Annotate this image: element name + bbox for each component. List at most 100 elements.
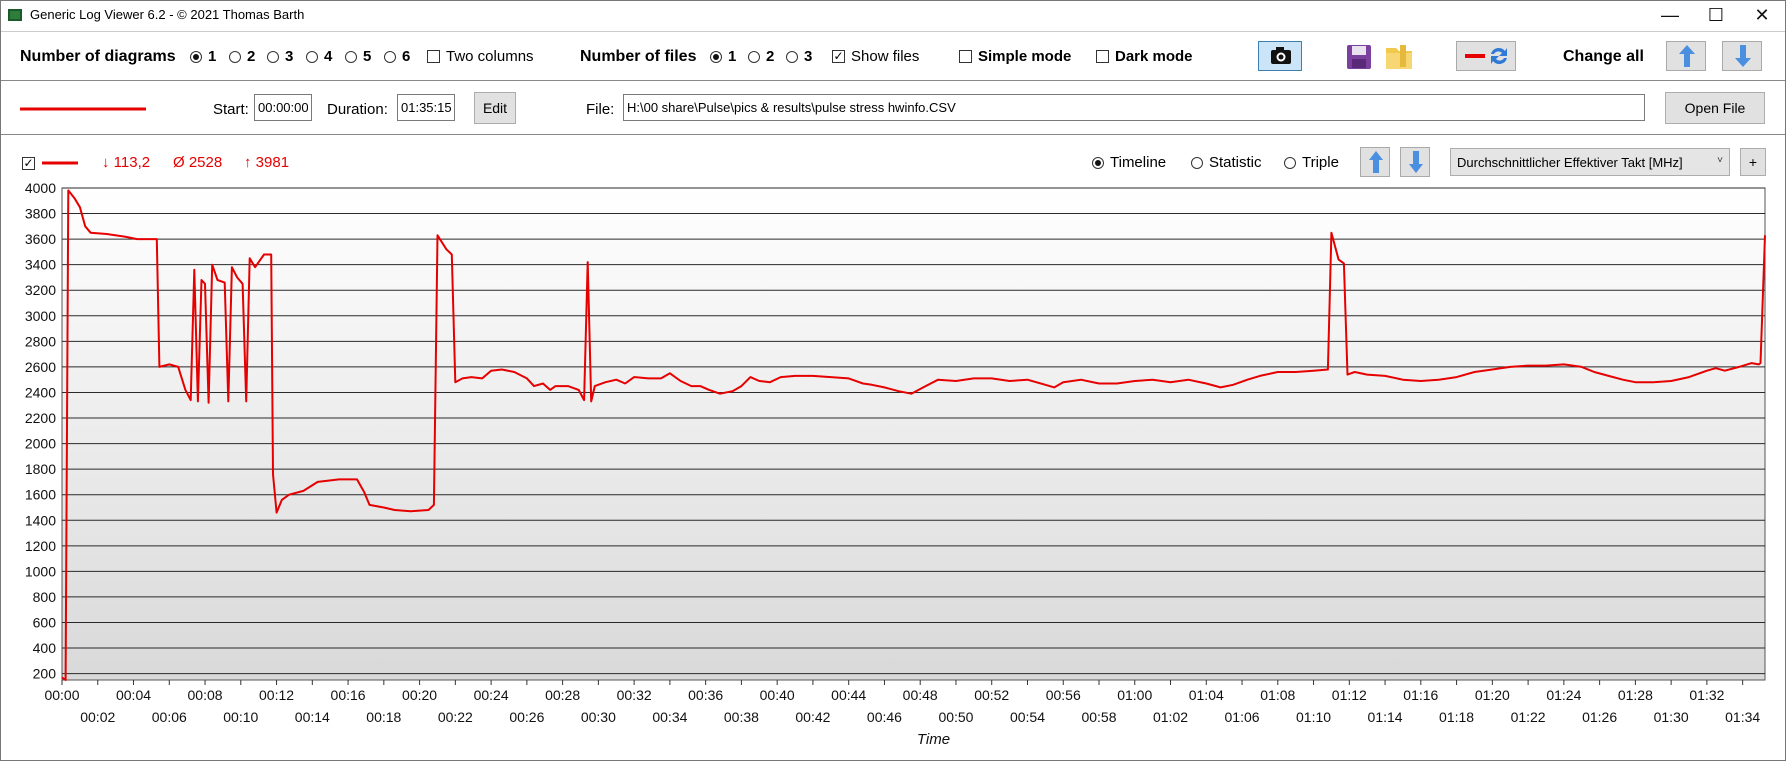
change-color-button[interactable]	[1456, 41, 1516, 71]
x-tick-label: 01:22	[1511, 709, 1546, 725]
num-files-label: Number of files	[580, 48, 697, 65]
start-input[interactable]	[254, 94, 312, 121]
x-tick-label: 00:06	[152, 709, 187, 725]
maximize-button[interactable]: ☐	[1707, 5, 1725, 25]
x-tick-label: 01:08	[1260, 687, 1295, 703]
save-icon[interactable]	[1345, 43, 1373, 76]
camera-icon	[1271, 47, 1291, 64]
file-option-1[interactable]: 1	[710, 48, 736, 65]
x-tick-label: 01:20	[1475, 687, 1510, 703]
mode-timeline[interactable]: Timeline	[1092, 154, 1166, 171]
diagram-option-6[interactable]: 6	[384, 48, 410, 65]
y-tick-label: 1000	[25, 563, 56, 579]
x-tick-label: 01:10	[1296, 709, 1331, 725]
show-files-checkbox[interactable]: ✓ Show files	[832, 48, 920, 65]
edit-button[interactable]: Edit	[474, 92, 516, 124]
diagram-header: ✓ ↓ 113,2 Ø 2528 ↑ 3981 Timeline Statist…	[0, 136, 1786, 186]
mode-statistic[interactable]: Statistic	[1191, 154, 1262, 171]
minimize-button[interactable]: —	[1661, 5, 1679, 25]
folder-icon[interactable]	[1384, 43, 1414, 76]
x-tick-label: 01:02	[1153, 709, 1188, 725]
refresh-color-icon	[1465, 47, 1507, 65]
x-tick-label: 00:58	[1081, 709, 1116, 725]
x-tick-label: 01:28	[1618, 687, 1653, 703]
stat-avg: Ø 2528	[173, 154, 223, 171]
x-tick-label: 00:30	[581, 709, 616, 725]
x-tick-label: 01:30	[1654, 709, 1689, 725]
radio-icon	[1191, 156, 1203, 169]
radio-icon	[267, 50, 279, 63]
y-tick-label: 3200	[25, 282, 56, 298]
x-tick-label: 00:24	[474, 687, 509, 703]
x-tick-label: 01:32	[1689, 687, 1724, 703]
close-button[interactable]: ✕	[1754, 5, 1770, 25]
y-tick-label: 1800	[25, 461, 56, 477]
radio-icon	[1092, 156, 1104, 169]
app-icon	[8, 9, 22, 21]
file-option-3[interactable]: 3	[786, 48, 812, 65]
file-option-2[interactable]: 2	[748, 48, 774, 65]
dark-mode-checkbox[interactable]: Dark mode	[1096, 48, 1193, 65]
diagram-option-4[interactable]: 4	[306, 48, 332, 65]
x-tick-label: 00:18	[366, 709, 401, 725]
main-toolbar: Number of diagrams 1 2 3 4 5 6 Two colum…	[0, 31, 1786, 81]
stat-min: ↓ 113,2	[102, 154, 151, 171]
diagram-option-1[interactable]: 1	[190, 48, 216, 65]
move-up-button[interactable]	[1360, 147, 1390, 177]
move-down-button[interactable]	[1400, 147, 1430, 177]
start-label: Start:	[213, 101, 249, 118]
x-tick-label: 00:28	[545, 687, 580, 703]
x-tick-label: 00:16	[331, 687, 366, 703]
x-tick-label: 00:00	[44, 687, 79, 703]
x-tick-label: 01:14	[1368, 709, 1403, 725]
x-tick-label: 01:34	[1725, 709, 1760, 725]
x-tick-label: 01:26	[1582, 709, 1617, 725]
add-series-button[interactable]: +	[1740, 148, 1766, 176]
move-down-all-button[interactable]	[1722, 41, 1762, 71]
series-visible-checkbox[interactable]: ✓	[22, 154, 41, 172]
title-bar: Generic Log Viewer 6.2 - © 2021 Thomas B…	[0, 0, 1786, 31]
open-file-button[interactable]: Open File	[1665, 92, 1765, 124]
x-tick-label: 00:22	[438, 709, 473, 725]
x-tick-label: 00:50	[938, 709, 973, 725]
sensor-select-value: Durchschnittlicher Effektiver Takt [MHz]	[1457, 155, 1683, 170]
x-axis-label: Time	[917, 731, 950, 748]
x-tick-label: 00:08	[188, 687, 223, 703]
y-tick-label: 3400	[25, 257, 56, 273]
file-path-input[interactable]	[623, 94, 1645, 121]
x-tick-label: 00:32	[617, 687, 652, 703]
radio-icon	[229, 50, 241, 63]
duration-input[interactable]	[397, 94, 455, 121]
radio-icon	[345, 50, 357, 63]
radio-icon	[748, 50, 760, 63]
y-tick-label: 200	[33, 666, 57, 682]
diagram-option-2[interactable]: 2	[229, 48, 255, 65]
diagram-option-3[interactable]: 3	[267, 48, 293, 65]
two-columns-checkbox[interactable]: Two columns	[427, 48, 534, 65]
screenshot-button[interactable]	[1258, 41, 1302, 71]
x-tick-label: 01:18	[1439, 709, 1474, 725]
y-tick-label: 3600	[25, 231, 56, 247]
timeline-chart[interactable]: 200 400 600 800 1000 1200 1400 1600 1800 2000 2200…	[0, 182, 1786, 758]
y-tick-label: 1400	[25, 512, 56, 528]
move-up-all-button[interactable]	[1666, 41, 1706, 71]
y-tick-label: 1200	[25, 538, 56, 554]
radio-icon	[710, 50, 722, 63]
checkbox-icon	[427, 50, 440, 63]
series-line-sample	[20, 107, 146, 111]
checkbox-icon	[1096, 50, 1109, 63]
diagram-option-5[interactable]: 5	[345, 48, 371, 65]
x-tick-label: 01:16	[1403, 687, 1438, 703]
sensor-select[interactable]: Durchschnittlicher Effektiver Takt [MHz]…	[1450, 148, 1730, 176]
radio-icon	[190, 50, 202, 63]
stat-max: ↑ 3981	[244, 154, 290, 171]
x-tick-label: 00:40	[760, 687, 795, 703]
y-tick-label: 2800	[25, 333, 56, 349]
radio-icon	[384, 50, 396, 63]
simple-mode-checkbox[interactable]: Simple mode	[959, 48, 1071, 65]
series-line-sample	[42, 161, 78, 165]
x-tick-label: 00:36	[688, 687, 723, 703]
radio-icon	[786, 50, 798, 63]
mode-triple[interactable]: Triple	[1284, 154, 1339, 171]
radio-icon	[306, 50, 318, 63]
